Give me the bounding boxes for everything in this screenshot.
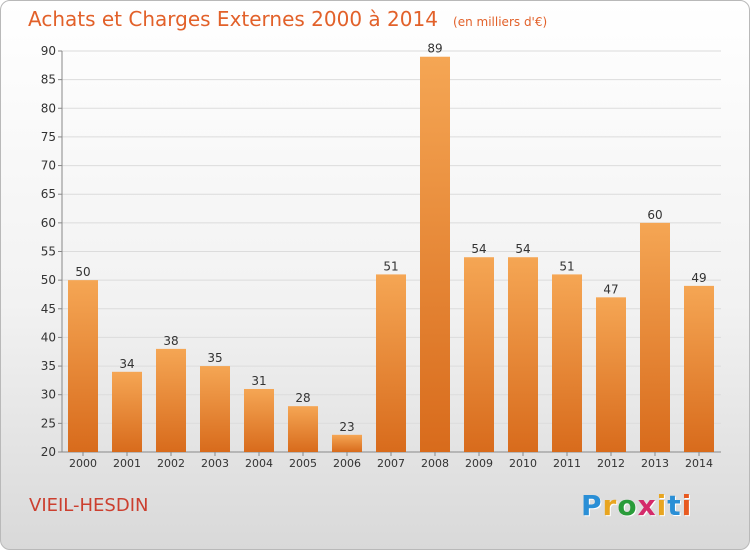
bar-2012: [596, 297, 626, 452]
data-label: 35: [207, 351, 222, 365]
bar-2013: [640, 222, 670, 452]
logo-letter: i: [656, 489, 668, 522]
bar-2000: [68, 280, 98, 452]
data-label: 47: [603, 282, 618, 296]
x-tick-label: 2011: [553, 457, 581, 470]
y-tick-label: 55: [41, 245, 56, 259]
data-label: 34: [119, 357, 134, 371]
y-tick-label: 80: [41, 101, 56, 115]
bar-2014: [684, 285, 714, 452]
data-label: 31: [251, 374, 266, 388]
y-tick-label: 60: [41, 216, 56, 230]
logo-letter: P: [581, 489, 603, 522]
bar-2002: [156, 348, 186, 452]
x-tick-label: 2010: [509, 457, 537, 470]
logo-letter: r: [602, 489, 618, 522]
bar-2009: [464, 257, 494, 452]
y-tick-label: 65: [41, 187, 56, 201]
y-tick-label: 35: [41, 359, 56, 373]
data-label: 49: [691, 271, 706, 285]
y-tick-label: 20: [41, 445, 56, 459]
x-tick-label: 2007: [377, 457, 405, 470]
x-tick-label: 2014: [685, 457, 713, 470]
x-tick-label: 2000: [69, 457, 97, 470]
data-label: 89: [427, 42, 442, 56]
logo-letter: i: [681, 489, 693, 522]
y-tick-label: 90: [41, 44, 56, 58]
bar-2008: [420, 56, 450, 452]
x-tick-label: 2012: [597, 457, 625, 470]
y-tick-label: 45: [41, 302, 56, 316]
bar-2010: [508, 257, 538, 452]
data-label: 38: [163, 334, 178, 348]
chart-title-text: Achats et Charges Externes 2000 à 2014: [28, 7, 438, 31]
data-label: 54: [471, 242, 486, 256]
y-tick-label: 25: [41, 416, 56, 430]
x-tick-label: 2006: [333, 457, 361, 470]
y-tick-label: 70: [41, 159, 56, 173]
bar-2006: [332, 434, 362, 452]
y-tick-label: 75: [41, 130, 56, 144]
bar-2011: [552, 274, 582, 452]
logo-letter: t: [667, 489, 682, 522]
data-label: 51: [559, 259, 574, 273]
data-label: 50: [75, 265, 90, 279]
y-tick-label: 30: [41, 388, 56, 402]
x-tick-label: 2001: [113, 457, 141, 470]
data-label: 54: [515, 242, 530, 256]
location-label: VIEIL-HESDIN: [29, 495, 149, 516]
bar-2005: [288, 406, 318, 452]
y-tick-label: 50: [41, 273, 56, 287]
logo-letter: o: [617, 489, 638, 522]
proxiti-logo: Proxiti: [581, 489, 692, 522]
bar-2003: [200, 366, 230, 452]
chart-subtitle: (en milliers d'€): [453, 15, 548, 29]
x-tick-label: 2013: [641, 457, 669, 470]
x-tick-label: 2009: [465, 457, 493, 470]
logo-letter: x: [637, 489, 657, 522]
bar-2004: [244, 388, 274, 452]
x-tick-label: 2002: [157, 457, 185, 470]
bar-2001: [112, 371, 142, 452]
y-tick-label: 40: [41, 330, 56, 344]
x-tick-label: 2005: [289, 457, 317, 470]
data-label: 28: [295, 391, 310, 405]
data-label: 23: [339, 420, 354, 434]
x-tick-label: 2003: [201, 457, 229, 470]
bar-2007: [376, 274, 406, 452]
chart-title: Achats et Charges Externes 2000 à 2014 (…: [28, 7, 547, 31]
x-tick-label: 2008: [421, 457, 449, 470]
x-tick-label: 2004: [245, 457, 273, 470]
data-label: 60: [647, 208, 662, 222]
data-label: 51: [383, 259, 398, 273]
y-tick-label: 85: [41, 73, 56, 87]
